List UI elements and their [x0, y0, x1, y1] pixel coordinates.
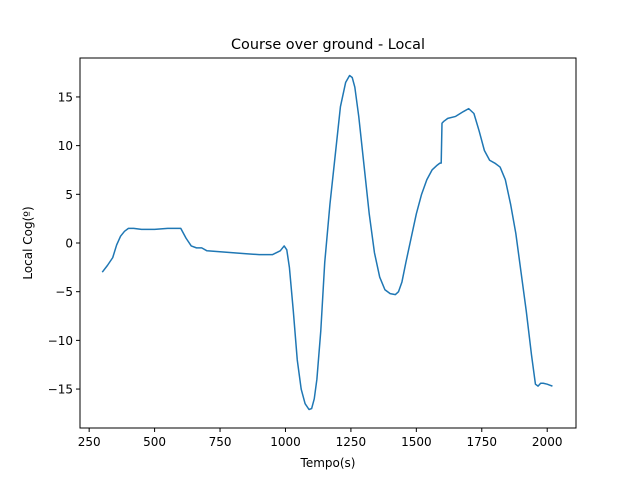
chart-title: Course over ground - Local	[231, 37, 425, 53]
y-axis-ticks: −15 −10 −5 0 5 10 15	[48, 90, 80, 397]
x-tick-label: 2000	[532, 435, 563, 449]
y-tick-label: −15	[48, 383, 73, 397]
x-tick-label: 1750	[466, 435, 497, 449]
x-axis-label: Tempo(s)	[300, 456, 356, 470]
x-tick-label: 1250	[336, 435, 367, 449]
plot-layer	[101, 74, 553, 411]
x-tick-label: 500	[143, 435, 166, 449]
y-tick-label: −10	[48, 334, 73, 348]
x-tick-label: 1500	[401, 435, 432, 449]
y-tick-label: 5	[65, 188, 73, 202]
y-tick-label: −5	[55, 285, 73, 299]
y-tick-label: 15	[58, 90, 73, 104]
x-tick-label: 250	[78, 435, 101, 449]
y-tick-label: 10	[58, 139, 73, 153]
y-axis-label: Local Cog(º)	[21, 206, 35, 279]
x-tick-label: 1000	[270, 435, 301, 449]
x-axis-ticks: 250 500 750 1000 1250 1500 1750 2000	[78, 428, 563, 449]
x-tick-label: 750	[209, 435, 232, 449]
y-tick-label: 0	[65, 237, 73, 251]
series-line-0	[101, 74, 553, 411]
